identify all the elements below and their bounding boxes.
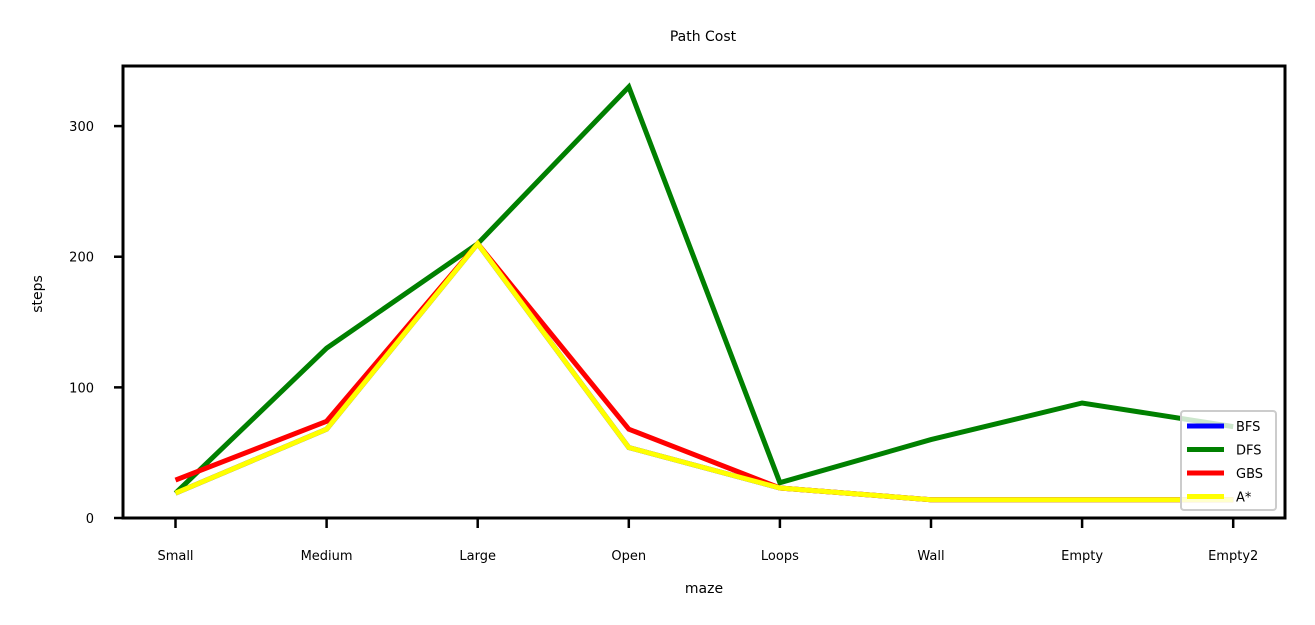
legend-label: BFS: [1236, 420, 1260, 435]
y-tick-label: 300: [69, 120, 94, 135]
legend-box: [1180, 410, 1277, 511]
y-tick-label: 100: [69, 381, 94, 396]
x-tick-label: Empty2: [1208, 549, 1258, 564]
y-axis-label: steps: [30, 275, 46, 313]
series-line-a-star: [174, 239, 1234, 503]
plot-frame: [121, 64, 1287, 520]
legend-label: DFS: [1236, 444, 1262, 459]
x-tick-label: Wall: [917, 549, 944, 564]
y-tick-label: 200: [69, 251, 94, 266]
chart-title: Path Cost: [670, 29, 737, 45]
legend-label: A*: [1236, 491, 1252, 506]
legend-label: GBS: [1236, 467, 1263, 482]
x-tick-label: Medium: [301, 549, 353, 564]
x-axis-label: maze: [685, 581, 723, 597]
legend: BFS DFS GBS A*: [1180, 410, 1277, 511]
y-tick-label: 0: [86, 512, 94, 527]
x-tick-label: Large: [459, 549, 496, 564]
x-tick-label: Open: [611, 549, 646, 564]
x-axis-ticks: Small Medium Large Open Loops Wall Empty Empty2: [157, 518, 1258, 564]
x-tick-label: Small: [157, 549, 193, 564]
series-line-dfs: [173, 82, 1234, 496]
x-tick-label: Loops: [761, 549, 799, 564]
plot-lines: [173, 82, 1234, 503]
y-axis-ticks: 0 100 200 300: [69, 120, 123, 527]
x-tick-label: Empty: [1061, 549, 1103, 564]
